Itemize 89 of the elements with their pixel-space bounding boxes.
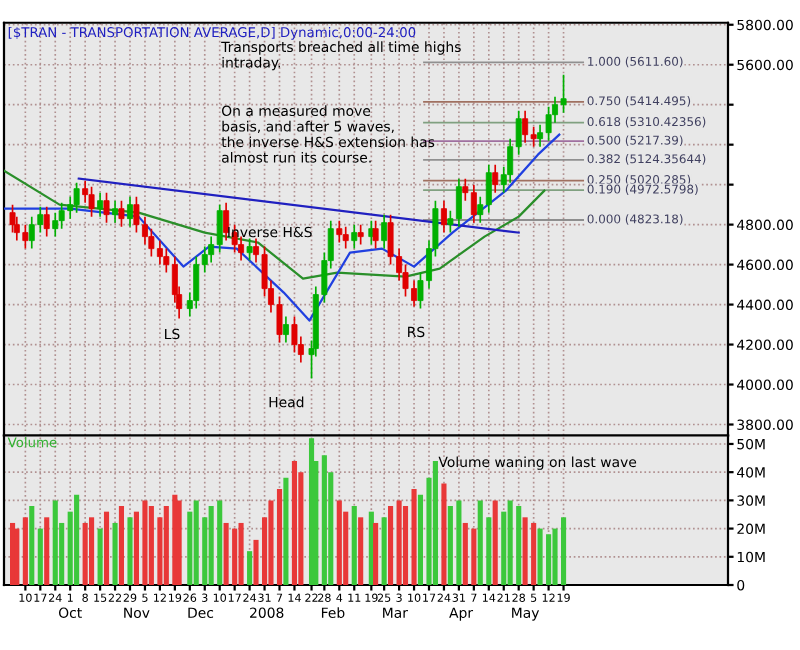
bar	[516, 506, 522, 585]
candlestick	[282, 315, 289, 344]
candlestick	[387, 213, 394, 266]
bar	[22, 517, 28, 585]
bar	[447, 506, 453, 585]
candlestick	[223, 201, 230, 242]
bar	[321, 455, 327, 585]
bar	[97, 528, 103, 585]
bar	[537, 528, 543, 585]
bar	[441, 483, 447, 585]
bar	[411, 489, 417, 585]
candlestick	[97, 191, 104, 218]
candlestick	[560, 73, 567, 114]
bar	[232, 528, 238, 585]
candlestick	[440, 199, 447, 234]
candlestick	[336, 219, 343, 244]
candlestick	[193, 255, 200, 310]
bar	[14, 528, 20, 585]
bar	[381, 517, 387, 585]
bar	[223, 522, 229, 585]
bar	[89, 517, 95, 585]
candlestick	[88, 185, 95, 218]
candlestick	[127, 195, 133, 228]
candlestick	[470, 183, 477, 224]
bar	[388, 506, 394, 585]
bar	[560, 517, 567, 585]
candlestick	[73, 181, 80, 214]
bar	[52, 500, 58, 585]
candlestick	[246, 237, 253, 262]
candlestick	[118, 199, 125, 228]
bar	[276, 489, 283, 585]
line-series	[4, 133, 561, 322]
bar	[142, 500, 148, 585]
bar	[531, 522, 537, 585]
bar	[291, 460, 298, 585]
candlestick	[545, 105, 552, 142]
candlestick	[357, 223, 364, 246]
bar	[432, 460, 438, 585]
bar	[477, 500, 483, 585]
bar	[492, 500, 498, 585]
candlestick	[52, 211, 59, 238]
candlestick	[43, 205, 50, 238]
bar	[351, 506, 357, 585]
candlestick	[156, 239, 163, 266]
candlestick	[485, 163, 492, 214]
bar	[74, 494, 80, 585]
bar	[373, 522, 379, 585]
candlestick	[103, 191, 110, 224]
bar	[336, 500, 342, 585]
bar	[283, 477, 289, 585]
bar	[193, 500, 199, 585]
bar	[522, 517, 528, 585]
bar	[208, 506, 214, 585]
bar	[462, 522, 468, 585]
bar	[172, 494, 178, 585]
bar	[118, 506, 125, 585]
candlestick	[522, 109, 529, 144]
candlestick	[372, 219, 379, 250]
bar	[112, 522, 118, 585]
bar	[507, 500, 513, 585]
bar	[358, 517, 364, 585]
candlestick	[9, 203, 16, 234]
bar	[238, 522, 244, 585]
bar	[44, 517, 50, 585]
bar	[217, 500, 223, 585]
candlestick	[342, 225, 349, 250]
bar	[247, 551, 253, 585]
bar	[471, 528, 477, 585]
candlestick	[492, 163, 499, 194]
bar	[37, 528, 43, 585]
bar	[103, 511, 110, 585]
candlestick	[133, 195, 140, 234]
bar	[127, 517, 133, 585]
candlestick	[381, 213, 388, 250]
candlestick	[455, 177, 462, 228]
candlestick	[22, 223, 29, 250]
candlestick	[58, 201, 65, 230]
bar	[82, 522, 88, 585]
bar	[176, 500, 182, 585]
candlestick	[112, 199, 119, 224]
candlestick	[530, 125, 537, 148]
candlestick	[276, 295, 283, 344]
candlestick	[216, 203, 223, 254]
bar	[456, 500, 462, 585]
bar	[396, 500, 402, 585]
bar	[148, 506, 154, 585]
candlestick	[351, 223, 358, 250]
candlestick	[37, 205, 44, 234]
bar	[29, 506, 35, 585]
